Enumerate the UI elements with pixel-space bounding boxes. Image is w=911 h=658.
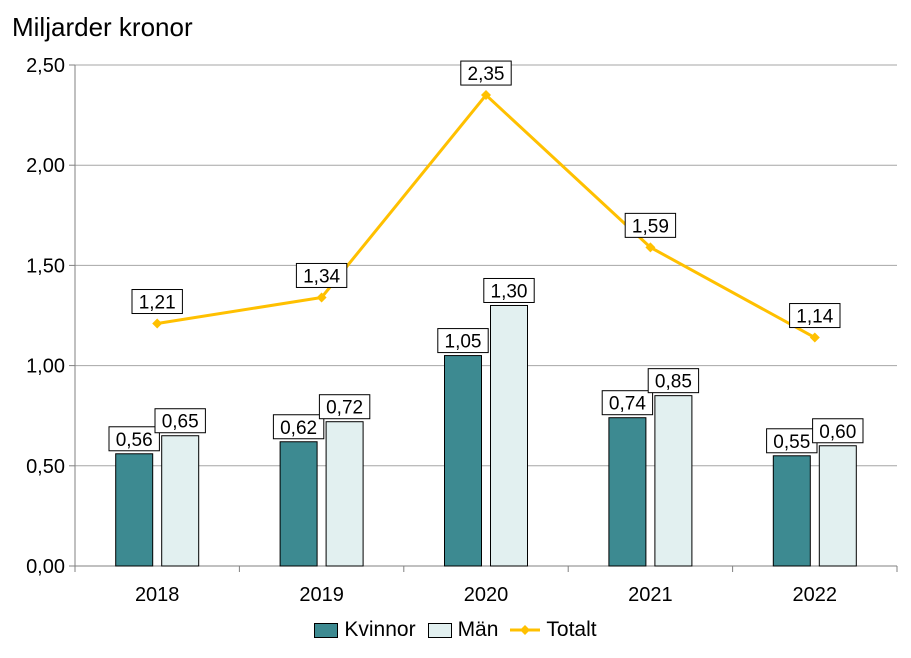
bar-mn-2020 [490,304,528,567]
chart-title: Miljarder kronor [12,12,193,42]
bar-kvinnor-2018 [115,453,154,567]
legend-item-kvinnor: Kvinnor [314,618,416,642]
total-marker-2020 [481,90,491,101]
x-tick-label: 2020 [464,584,509,606]
data-label-box [131,289,183,315]
data-label-kvinnor-2022: 0,55 [766,428,818,454]
data-label-kvinnor-2021: 0,74 [601,390,654,416]
data-label-box [601,390,654,416]
data-label-box [789,303,841,329]
x-tick-label: 2018 [135,584,180,606]
data-label-text: 0,55 [773,432,810,453]
data-label-text: 2,35 [468,64,505,85]
data-label-text: 1,14 [796,307,833,328]
data-label-box [272,414,325,440]
data-label-box [766,428,818,454]
total-line [152,90,820,343]
data-label-box [154,408,206,434]
legend: Kvinnor Män Totalt [0,618,911,642]
data-label-text: 0,72 [326,398,363,419]
data-label-text: 0,62 [280,418,317,439]
bar-kvinnor-2021 [608,417,647,567]
y-tick-label: 1,50 [26,255,65,277]
gridlines [75,64,897,467]
data-label-mn-2020: 1,30 [483,277,535,303]
bar-mn-2019 [325,421,364,567]
chart-area: 0,00 0,50 1,00 1,50 2,00 2,50 2018 2019 2020 202… [26,55,898,606]
data-label-text: 0,85 [655,372,692,393]
y-tick-label: 0,00 [26,556,65,578]
data-label-totalt-2020: 2,35 [460,60,512,86]
total-marker-2019 [316,292,327,303]
bar-kvinnor-2022 [772,455,811,567]
data-label-text: 1,59 [632,216,669,237]
data-label-text: 1,05 [445,332,482,353]
data-label-box [812,418,864,444]
y-tick-label: 2,50 [26,55,65,77]
x-tick-label: 2019 [299,584,344,606]
x-tick-label: 2021 [628,584,673,606]
data-label-kvinnor-2019: 0,62 [272,414,325,440]
legend-label-kvinnor: Kvinnor [344,618,416,641]
data-label-totalt-2018: 1,21 [131,289,183,315]
data-label-totalt-2022: 1,14 [789,303,841,329]
y-axis: 0,00 0,50 1,00 1,50 2,00 2,50 [26,55,76,578]
bars [115,304,857,567]
bar-kvinnor-2019 [279,441,318,567]
x-tick-label: 2022 [793,584,838,606]
data-label-totalt-2021: 1,59 [624,212,677,238]
data-label-mn-2022: 0,60 [812,418,864,444]
legend-swatch-kvinnor [314,622,339,638]
x-axis: 2018 2019 2020 2021 2022 [74,565,898,606]
data-label-text: 1,30 [491,281,528,302]
data-label-text: 1,34 [303,266,340,287]
data-label-text: 0,74 [609,394,646,415]
bar-mn-2021 [654,395,693,567]
total-marker-2018 [152,318,163,329]
data-label-text: 0,56 [116,430,153,451]
y-tick-label: 1,00 [26,356,65,378]
data-label-box [437,328,489,354]
total-marker-2021 [645,242,656,253]
data-label-box [295,262,348,288]
data-label-box [318,394,371,420]
data-label-mn-2021: 0,85 [647,368,700,394]
data-label-text: 0,60 [819,422,856,443]
y-tick-label: 2,00 [26,155,65,177]
data-label-totalt-2019: 1,34 [295,262,348,288]
data-labels: 0,56 0,62 1,05 0,74 0,55 0,65 0,72 1,30 0,85 0,60… [108,60,864,454]
legend-swatch-totalt [510,625,541,635]
bar-kvinnor-2020 [444,355,482,567]
data-label-mn-2019: 0,72 [318,394,371,420]
total-marker-2022 [809,332,820,343]
data-label-kvinnor-2020: 1,05 [437,328,489,354]
legend-label-totalt: Totalt [546,618,597,641]
legend-label-man: Män [457,618,499,641]
data-label-mn-2018: 0,65 [154,408,206,434]
data-label-text: 1,21 [139,293,176,314]
data-label-box [108,426,160,452]
legend-swatch-man [427,622,452,638]
data-label-box [647,368,700,394]
legend-item-man: Män [427,618,499,642]
bar-mn-2018 [161,435,200,567]
data-label-text: 0,65 [162,412,199,433]
bar-mn-2022 [818,445,857,567]
data-label-box [460,60,512,86]
data-label-box [624,212,677,238]
legend-item-totalt: Totalt [510,618,597,642]
data-label-kvinnor-2018: 0,56 [108,426,160,452]
y-tick-label: 0,50 [26,456,65,478]
data-label-box [483,277,535,303]
